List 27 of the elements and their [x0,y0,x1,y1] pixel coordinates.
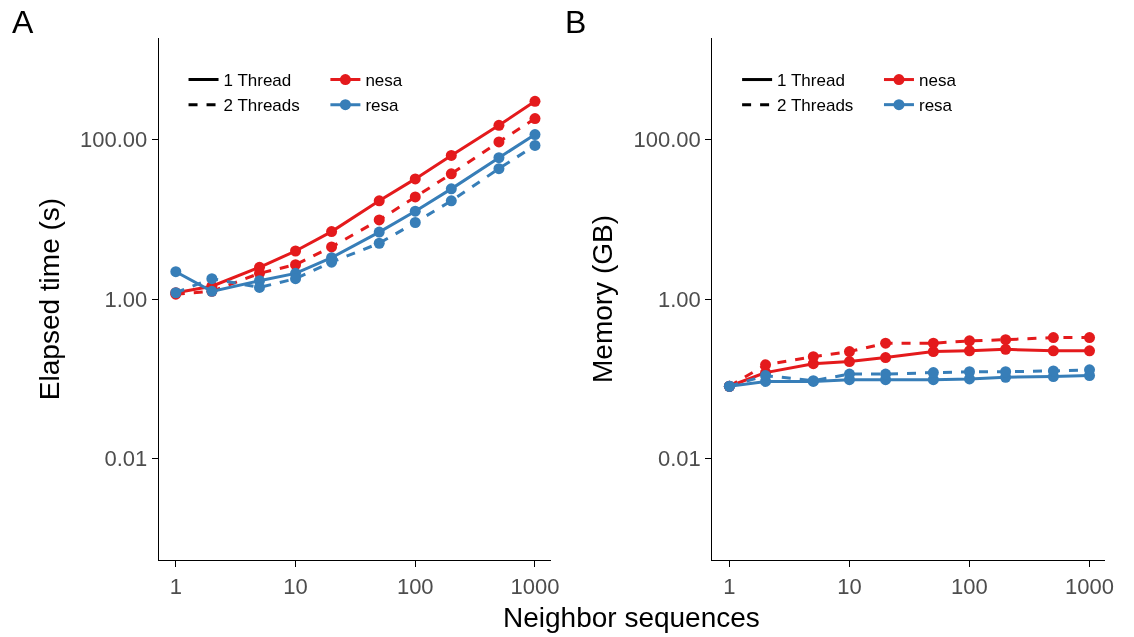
annotation: 2 Threads [223,96,300,116]
y-tick-label: 100.00 [79,127,148,153]
x-tick-label: 10 [837,573,862,599]
y-tick-label: 1.00 [657,286,701,312]
annotation: 1 Thread [777,71,845,91]
x-axis-title: Neighbor sequences [503,602,760,633]
x-tick-label: 100 [396,573,434,599]
legend-label: resa [365,96,400,116]
annotation: 2 Threads [777,96,854,116]
y-axis-title: Elapsed time (s) [33,197,65,401]
x-tick-label: 1000 [510,573,560,599]
legend-label: nesa [365,71,403,91]
legend-label: nesa [918,71,957,91]
y-tick-label: 1.00 [104,286,148,312]
x-tick-label: 1000 [1065,573,1114,599]
chart-title: B [565,4,587,40]
x-tick-label: 10 [283,573,308,599]
y-tick-label: 0.01 [104,446,148,472]
x-tick-label: 100 [951,573,988,599]
y-axis-title: Memory (GB) [587,215,619,383]
y-tick-label: 100.00 [633,127,701,153]
chart-title: A [12,4,34,40]
x-tick-label: 1 [723,573,736,599]
annotation: 1 Thread [223,71,292,91]
y-tick-label: 0.01 [657,446,701,472]
legend-label: resa [918,96,953,116]
x-tick-label: 1 [169,573,182,599]
